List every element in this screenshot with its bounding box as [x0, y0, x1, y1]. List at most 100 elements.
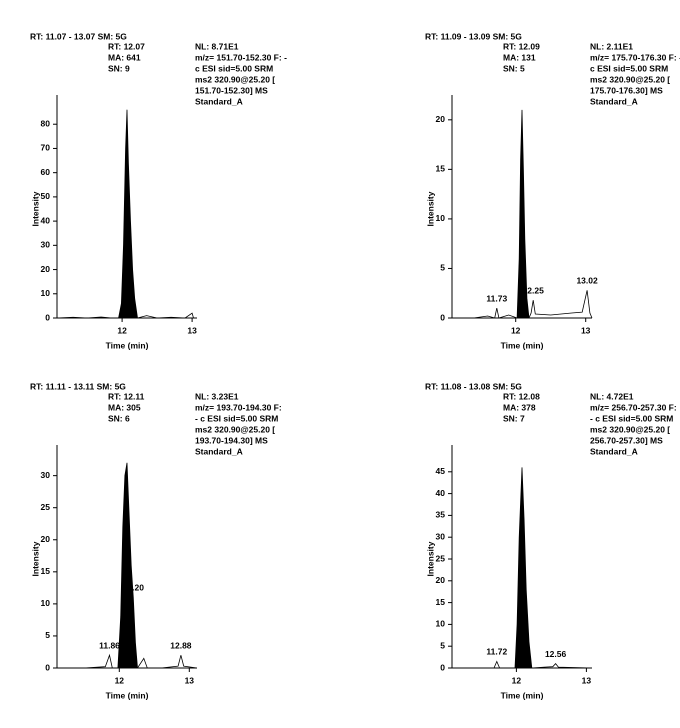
x-axis-label: Time (min)	[106, 340, 149, 350]
y-tick-label: 20	[41, 534, 51, 544]
peak-label: 13.02	[576, 276, 598, 286]
info-line: NL: 2.11E1	[590, 41, 633, 51]
y-tick-label: 10	[436, 213, 446, 223]
info-line: Standard_A	[590, 446, 638, 456]
info-line: ms2 320.90@25.20 [	[195, 74, 275, 84]
y-tick-label: 30	[41, 240, 51, 250]
annotation: SN: 5	[503, 63, 525, 73]
annotation: RT: 12.09	[503, 41, 540, 51]
peak-label: 12.25	[523, 285, 545, 295]
x-axis-label: Time (min)	[106, 690, 149, 700]
annotation: SN: 9	[108, 63, 130, 73]
y-tick-label: 40	[436, 488, 446, 498]
info-line: ms2 320.90@25.20 [	[195, 424, 275, 434]
info-line: 193.70-194.30] MS	[195, 435, 268, 445]
y-tick-label: 25	[436, 553, 446, 563]
annotation: RT: 12.07	[108, 41, 145, 51]
x-tick-label: 13	[187, 325, 197, 335]
y-tick-label: 80	[41, 118, 51, 128]
info-line: m/z= 175.70-176.30 F: -	[590, 52, 680, 62]
peak-area	[514, 467, 533, 669]
y-tick-label: 15	[41, 566, 51, 576]
x-tick-label: 12	[512, 675, 522, 685]
info-line: Standard_A	[195, 446, 243, 456]
annotation: RT: 12.11	[108, 391, 145, 401]
peak-area	[118, 109, 138, 319]
x-tick-label: 12	[117, 325, 127, 335]
annotation: SN: 6	[108, 413, 130, 423]
y-tick-label: 10	[41, 288, 51, 298]
y-tick-label: 0	[440, 312, 445, 322]
peak-label: 12.20	[123, 583, 145, 593]
info-line: NL: 3.23E1	[195, 391, 239, 401]
y-tick-label: 20	[41, 264, 51, 274]
y-axis-label: Intensity	[30, 191, 40, 226]
y-tick-label: 50	[41, 191, 51, 201]
info-line: Standard_A	[590, 96, 638, 106]
panel-title: RT: 11.07 - 13.07 SM: 5G	[30, 31, 127, 41]
y-tick-label: 0	[45, 662, 50, 672]
x-tick-label: 12	[115, 675, 125, 685]
x-tick-label: 13	[185, 675, 195, 685]
info-line: NL: 4.72E1	[590, 391, 634, 401]
info-line: ms2 320.90@25.20 [	[590, 74, 670, 84]
x-axis-label: Time (min)	[501, 690, 544, 700]
trace-line	[56, 312, 197, 319]
info-line: 256.70-257.30] MS	[590, 435, 663, 445]
annotation: MA: 378	[503, 402, 536, 412]
info-line: c ESI sid=5.00 SRM	[590, 63, 668, 73]
y-tick-label: 45	[436, 466, 446, 476]
y-tick-label: 35	[436, 510, 446, 520]
info-line: - c ESI sid=5.00 SRM	[590, 413, 673, 423]
y-tick-label: 0	[45, 312, 50, 322]
y-tick-label: 15	[436, 597, 446, 607]
trace-line	[452, 290, 593, 319]
x-tick-label: 13	[582, 675, 592, 685]
info-line: NL: 8.71E1	[195, 41, 239, 51]
y-tick-label: 20	[436, 575, 446, 585]
info-line: m/z= 151.70-152.30 F: -	[195, 52, 287, 62]
y-tick-label: 30	[436, 531, 446, 541]
annotation: SN: 7	[503, 413, 525, 423]
y-axis-label: Intensity	[30, 541, 40, 576]
peak-label: 11.73	[486, 293, 507, 303]
peak-label: 11.72	[486, 647, 507, 657]
y-tick-label: 15	[436, 164, 446, 174]
y-tick-label: 30	[41, 470, 51, 480]
peak-area	[516, 109, 530, 319]
peak-label: 11.86	[99, 640, 120, 650]
info-line: m/z= 193.70-194.30 F:	[195, 402, 282, 412]
info-line: ms2 320.90@25.20 [	[590, 424, 670, 434]
y-tick-label: 60	[41, 167, 51, 177]
y-tick-label: 20	[436, 114, 446, 124]
y-tick-label: 10	[41, 598, 51, 608]
y-tick-label: 0	[440, 662, 445, 672]
y-tick-label: 10	[436, 619, 446, 629]
panel-title: RT: 11.08 - 13.08 SM: 5G	[425, 381, 522, 391]
x-tick-label: 12	[511, 325, 521, 335]
y-axis-label: Intensity	[425, 191, 435, 226]
peak-label: 12.56	[545, 649, 567, 659]
trace-line	[452, 660, 593, 669]
trace-line	[57, 653, 198, 669]
annotation: MA: 305	[108, 402, 141, 412]
info-line: c ESI sid=5.00 SRM	[195, 63, 273, 73]
y-tick-label: 70	[41, 143, 51, 153]
x-axis-label: Time (min)	[501, 340, 544, 350]
info-line: 151.70-152.30] MS	[195, 85, 268, 95]
info-line: 175.70-176.30] MS	[590, 85, 663, 95]
info-line: - c ESI sid=5.00 SRM	[195, 413, 278, 423]
y-tick-label: 5	[45, 630, 50, 640]
peak-label: 12.88	[170, 640, 192, 650]
y-tick-label: 40	[41, 215, 51, 225]
y-axis-label: Intensity	[425, 541, 435, 576]
annotation: MA: 131	[503, 52, 536, 62]
annotation: RT: 12.08	[503, 391, 540, 401]
y-tick-label: 5	[440, 263, 445, 273]
x-tick-label: 13	[581, 325, 591, 335]
panel-title: RT: 11.09 - 13.09 SM: 5G	[425, 31, 522, 41]
peak-area	[117, 462, 138, 669]
annotation: MA: 641	[108, 52, 141, 62]
